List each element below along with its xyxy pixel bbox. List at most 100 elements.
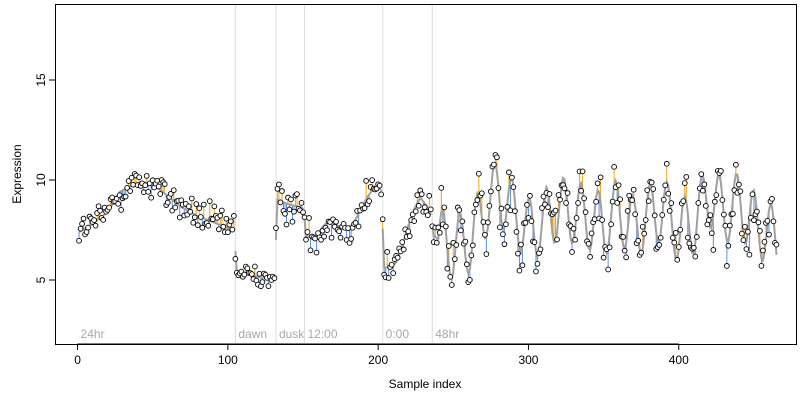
data-point [524,202,530,208]
data-point [727,222,733,229]
data-point [522,219,529,226]
x-tick-label: 200 [368,353,388,367]
data-point [336,228,342,235]
data-point [244,265,251,272]
data-point [130,181,137,188]
data-point [629,197,636,203]
data-point [707,212,714,218]
data-point [80,215,87,222]
data-point [746,251,753,258]
data-point [656,242,663,248]
data-point [426,192,433,199]
data-point [760,247,766,254]
data-point [674,256,681,263]
data-point [684,234,691,241]
data-point [399,239,406,245]
data-point [579,168,586,175]
data-point [539,205,545,211]
y-tick-label: 15 [34,73,48,87]
data-point [468,252,475,259]
data-point [276,181,282,188]
data-point [518,241,524,248]
data-point [660,196,667,203]
data-point [161,181,168,187]
data-point [710,247,717,253]
data-point [554,236,560,243]
data-point [122,193,129,200]
data-point [498,205,505,212]
data-point [564,190,571,196]
data-point [504,204,511,210]
data-point [587,254,593,260]
data-point [641,230,648,237]
data-point [561,185,568,192]
x-tick-label: 400 [669,353,689,367]
data-point [614,200,620,206]
data-point [713,192,720,198]
data-point [593,198,599,205]
data-point [476,170,482,177]
data-point [249,271,255,277]
data-point [376,182,383,189]
data-point [495,185,502,191]
data-point [92,222,99,229]
data-point [185,203,192,210]
data-point [557,196,563,203]
data-point [447,273,454,280]
data-point [379,216,386,223]
data-point [507,207,514,214]
data-point [282,210,288,217]
y-axis-title: Expression [10,144,24,203]
data-point [757,228,763,234]
data-point [199,224,206,231]
data-point [411,218,418,224]
data-point [211,203,218,210]
y-tick-label: 10 [34,173,48,187]
data-point [164,199,171,206]
region-label-dawn: dawn [238,327,267,341]
data-point [591,216,598,223]
data-point [585,240,592,247]
data-point [702,203,709,209]
data-point [288,196,294,203]
data-point [725,242,732,249]
data-point [279,188,285,194]
data-point [485,219,491,226]
data-point [400,246,407,253]
data-point [599,217,605,223]
region-label-dusk: dusk [279,327,305,341]
data-point [435,224,442,231]
data-point [224,229,231,236]
data-point [501,241,508,248]
data-point [650,186,657,192]
data-point [77,225,84,232]
data-point [692,253,699,260]
data-point [206,198,213,204]
data-point [128,174,135,181]
data-point [136,174,143,181]
data-point [301,214,308,221]
fit-line [78,162,778,281]
data-point [624,208,631,214]
data-point [761,239,768,245]
data-point [385,275,392,281]
data-point [231,213,237,219]
data-point [623,254,630,261]
x-axis-title: Sample index [389,377,462,391]
data-point [76,237,82,244]
data-point [666,208,673,214]
data-point [441,204,448,211]
data-point [197,214,204,220]
data-point [773,241,780,248]
data-point [148,194,155,201]
data-point [570,225,577,232]
data-point [155,183,162,190]
region-lines [234,5,433,343]
data-point [265,283,272,289]
data-point [711,198,718,205]
data-point [313,249,320,256]
data-point [442,223,449,230]
data-point [388,261,395,268]
data-point [503,221,509,228]
data-point [721,211,727,218]
